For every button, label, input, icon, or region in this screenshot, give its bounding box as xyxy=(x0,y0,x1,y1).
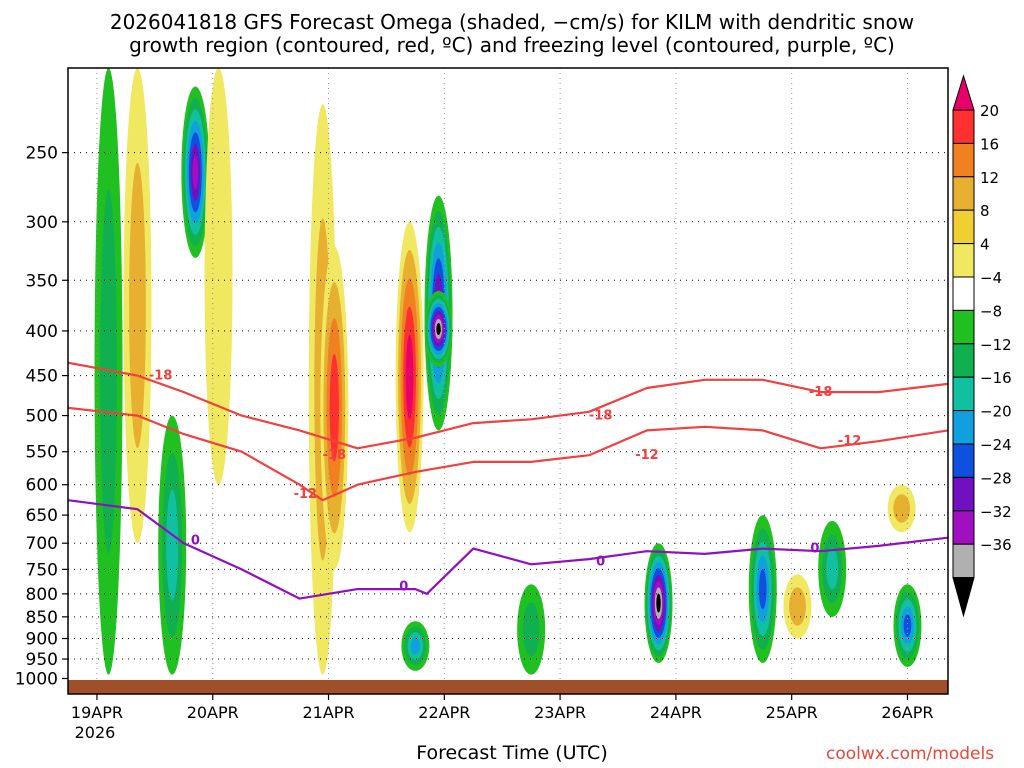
y-tick-label-450: 450 xyxy=(26,367,58,387)
omega-feature-16-level-4 xyxy=(903,614,912,637)
y-axis: 2503003504004505005506006507007508008509… xyxy=(15,144,68,689)
x-tick-label-23APR: 23APR xyxy=(534,703,586,722)
colorbar-label-5: −4 xyxy=(980,269,1002,287)
dgz-minus18-line xyxy=(68,361,948,450)
omega-feature-9-level-8 xyxy=(436,323,441,336)
contour-label-7: 0 xyxy=(191,533,200,548)
y-tick-label-300: 300 xyxy=(26,213,58,233)
x-tick-label-25APR: 25APR xyxy=(766,703,818,722)
colorbar-swatch-4 xyxy=(952,209,975,245)
y-tick-label-550: 550 xyxy=(26,443,58,463)
colorbar-bottom-arrow xyxy=(952,577,975,618)
contour-label-3: -18 xyxy=(809,385,833,400)
colorbar-swatch-12 xyxy=(952,476,975,512)
colorbar-swatch-14 xyxy=(952,543,975,579)
colorbar-swatch-6 xyxy=(952,276,975,311)
x-tick-label-22APR: 22APR xyxy=(418,703,470,722)
omega-feature-1-level-1 xyxy=(129,163,146,449)
colorbar-swatch-8 xyxy=(952,343,975,378)
contour-label-0: -18 xyxy=(149,369,173,384)
colorbar-label-1: 16 xyxy=(980,135,999,153)
colorbar-swatch-3 xyxy=(952,176,975,211)
colorbar-label-13: −36 xyxy=(980,536,1012,554)
y-tick-label-950: 950 xyxy=(26,650,58,670)
colorbar-label-6: −8 xyxy=(980,302,1002,320)
contour-labels: -18 -18 -18 -18 -12 -12 -12 0 0 0 0 xyxy=(149,369,861,595)
colorbar-swatch-10 xyxy=(952,410,975,445)
dgz-minus12-line xyxy=(68,406,948,502)
x-tick-label-24APR: 24APR xyxy=(650,703,702,722)
colorbar-label-7: −12 xyxy=(980,336,1012,354)
omega-feature-12-level-8 xyxy=(656,593,661,613)
chart-title-line2: growth region (contoured, red, ºC) and f… xyxy=(129,33,895,57)
y-tick-label-850: 850 xyxy=(26,608,58,628)
omega-feature-17-level-1 xyxy=(893,494,911,523)
contour-label-5: -12 xyxy=(635,448,659,463)
colorbar-swatch-7 xyxy=(952,309,975,345)
colorbar-label-3: 8 xyxy=(980,202,990,220)
y-tick-label-400: 400 xyxy=(26,322,58,342)
contour-label-10: 0 xyxy=(810,542,819,557)
y-tick-label-250: 250 xyxy=(26,144,58,164)
contour-label-6: -12 xyxy=(838,434,862,449)
omega-feature-2-level-2 xyxy=(166,489,179,601)
x-tick-label-26APR: 26APR xyxy=(881,703,933,722)
colorbar-swatch-5 xyxy=(952,243,975,278)
plot-frame xyxy=(67,67,949,695)
y-tick-label-500: 500 xyxy=(26,407,58,427)
colorbar-swatch-1 xyxy=(952,109,975,144)
colorbar-label-11: −28 xyxy=(980,469,1012,487)
colorbar-swatch-13 xyxy=(952,510,975,545)
x-tick-label-20APR: 20APR xyxy=(187,703,239,722)
colorbar: 20 16 12 8 4 −4 −8 −12 −16 −20 −24 −28 −32 −36 xyxy=(952,74,1012,618)
colorbar-label-0: 20 xyxy=(980,102,999,120)
colorbar-swatch-11 xyxy=(952,443,975,478)
ground-strip xyxy=(68,680,948,694)
x-tick-label-19APR: 19APR xyxy=(71,703,123,722)
colorbar-swatch-2 xyxy=(952,142,975,178)
omega-feature-13-level-4 xyxy=(758,568,767,610)
x-axis-title: Forecast Time (UTC) xyxy=(416,742,608,764)
y-tick-label-750: 750 xyxy=(26,560,58,580)
contour-label-1: -18 xyxy=(323,448,347,463)
y-tick-label-600: 600 xyxy=(26,476,58,496)
y-tick-label-650: 650 xyxy=(26,506,58,526)
omega-feature-14-level-1 xyxy=(789,587,806,626)
omega-feature-3-level-6 xyxy=(192,155,199,190)
y-tick-label-1000: 1000 xyxy=(15,669,58,689)
omega-feature-7-level-4 xyxy=(405,334,414,420)
chart-title-line1: 2026041818 GFS Forecast Omega (shaded, −… xyxy=(109,10,915,34)
y-tick-label-800: 800 xyxy=(26,585,58,605)
omega-feature-10-level-3 xyxy=(410,637,421,655)
colorbar-label-2: 12 xyxy=(980,169,999,187)
colorbar-top-arrow xyxy=(952,74,975,111)
contour-lines xyxy=(68,361,948,600)
omega-feature-11-level-1 xyxy=(522,602,540,657)
y-tick-label-350: 350 xyxy=(26,271,58,291)
x-tick-label-21APR: 21APR xyxy=(302,703,354,722)
contour-label-4: -12 xyxy=(294,487,318,502)
colorbar-label-4: 4 xyxy=(980,236,990,254)
y-tick-label-900: 900 xyxy=(26,630,58,650)
omega-feature-15-level-2 xyxy=(826,548,839,590)
colorbar-label-12: −32 xyxy=(980,503,1012,521)
colorbar-label-10: −24 xyxy=(980,436,1012,454)
colorbar-label-9: −20 xyxy=(980,403,1012,421)
freezing-level-0-line xyxy=(68,499,948,600)
credit-text: coolwx.com/models xyxy=(826,744,995,764)
y-tick-label-700: 700 xyxy=(26,534,58,554)
colorbar-label-8: −16 xyxy=(980,369,1012,387)
contour-label-8: 0 xyxy=(399,580,408,595)
omega-feature-6-level-3 xyxy=(329,353,339,462)
colorbar-swatch-9 xyxy=(952,376,975,412)
omega-feature-4-level-0 xyxy=(204,68,233,485)
contour-label-9: 0 xyxy=(596,555,605,570)
x-tick-year-label: 2026 xyxy=(75,723,116,742)
contour-label-2: -18 xyxy=(589,409,613,424)
